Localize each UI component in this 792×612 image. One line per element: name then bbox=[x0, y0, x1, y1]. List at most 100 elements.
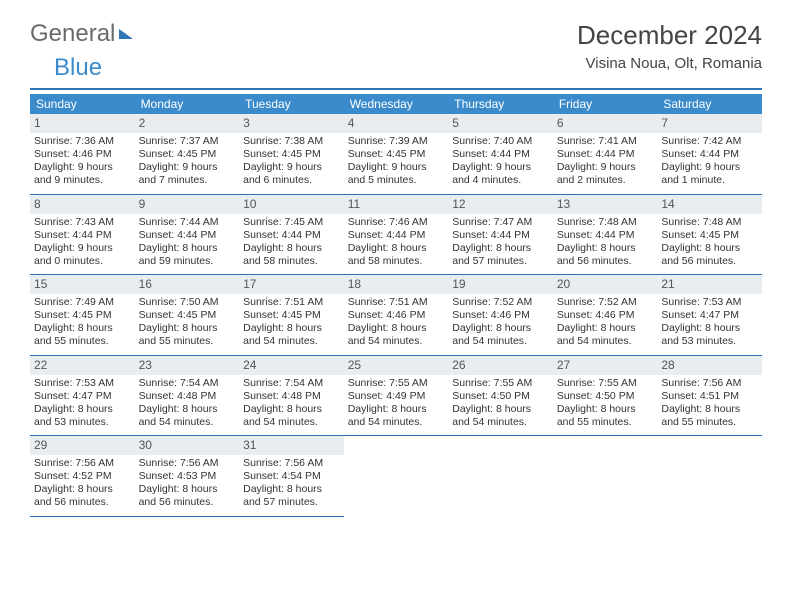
day-number: 21 bbox=[657, 275, 762, 294]
daylight-line-1: Daylight: 8 hours bbox=[557, 403, 654, 416]
calendar-cell: 7Sunrise: 7:42 AMSunset: 4:44 PMDaylight… bbox=[657, 114, 762, 195]
sunrise-line: Sunrise: 7:56 AM bbox=[243, 457, 340, 470]
sunrise-line: Sunrise: 7:41 AM bbox=[557, 135, 654, 148]
sunrise-line: Sunrise: 7:52 AM bbox=[452, 296, 549, 309]
daylight-line-1: Daylight: 9 hours bbox=[452, 161, 549, 174]
sunrise-line: Sunrise: 7:38 AM bbox=[243, 135, 340, 148]
daylight-line-2: and 54 minutes. bbox=[139, 416, 236, 429]
sunrise-line: Sunrise: 7:39 AM bbox=[348, 135, 445, 148]
day-number: 4 bbox=[344, 114, 449, 133]
calendar-cell: 13Sunrise: 7:48 AMSunset: 4:44 PMDayligh… bbox=[553, 195, 658, 276]
daylight-line-1: Daylight: 8 hours bbox=[452, 242, 549, 255]
daylight-line-2: and 4 minutes. bbox=[452, 174, 549, 187]
day-number: 11 bbox=[344, 195, 449, 214]
sunset-line: Sunset: 4:47 PM bbox=[661, 309, 758, 322]
weekday-header: Tuesday bbox=[239, 94, 344, 114]
calendar-cell: 11Sunrise: 7:46 AMSunset: 4:44 PMDayligh… bbox=[344, 195, 449, 276]
daylight-line-1: Daylight: 9 hours bbox=[139, 161, 236, 174]
daylight-line-1: Daylight: 8 hours bbox=[34, 322, 131, 335]
daylight-line-2: and 56 minutes. bbox=[139, 496, 236, 509]
daylight-line-2: and 54 minutes. bbox=[243, 335, 340, 348]
sunset-line: Sunset: 4:44 PM bbox=[34, 229, 131, 242]
day-number: 22 bbox=[30, 356, 135, 375]
daylight-line-2: and 5 minutes. bbox=[348, 174, 445, 187]
sunrise-line: Sunrise: 7:48 AM bbox=[661, 216, 758, 229]
logo: General bbox=[30, 20, 133, 48]
calendar-cell: 22Sunrise: 7:53 AMSunset: 4:47 PMDayligh… bbox=[30, 356, 135, 437]
weekday-header: Thursday bbox=[448, 94, 553, 114]
calendar-cell: 5 Sunrise: 7:40 AMSunset: 4:44 PMDaylight… bbox=[448, 114, 553, 195]
sunrise-line: Sunrise: 7:44 AM bbox=[139, 216, 236, 229]
sunrise-line: Sunrise: 7:49 AM bbox=[34, 296, 131, 309]
sunrise-line: Sunrise: 7:56 AM bbox=[661, 377, 758, 390]
daylight-line-2: and 55 minutes. bbox=[557, 416, 654, 429]
daylight-line-2: and 54 minutes. bbox=[452, 416, 549, 429]
day-number: 19 bbox=[448, 275, 553, 294]
daylight-line-1: Daylight: 9 hours bbox=[34, 242, 131, 255]
sunrise-line: Sunrise: 7:51 AM bbox=[348, 296, 445, 309]
weekday-header: Monday bbox=[135, 94, 240, 114]
daylight-line-1: Daylight: 8 hours bbox=[348, 403, 445, 416]
day-number: 10 bbox=[239, 195, 344, 214]
daylight-line-1: Daylight: 9 hours bbox=[34, 161, 131, 174]
day-number: 31 bbox=[239, 436, 344, 455]
sunrise-line: Sunrise: 7:43 AM bbox=[34, 216, 131, 229]
calendar-cell: 4Sunrise: 7:39 AMSunset: 4:45 PMDaylight… bbox=[344, 114, 449, 195]
daylight-line-2: and 58 minutes. bbox=[243, 255, 340, 268]
sunrise-line: Sunrise: 7:55 AM bbox=[557, 377, 654, 390]
sunset-line: Sunset: 4:44 PM bbox=[243, 229, 340, 242]
sunset-line: Sunset: 4:44 PM bbox=[452, 148, 549, 161]
daylight-line-2: and 6 minutes. bbox=[243, 174, 340, 187]
daylight-line-1: Daylight: 8 hours bbox=[452, 403, 549, 416]
daylight-line-1: Daylight: 8 hours bbox=[34, 483, 131, 496]
daylight-line-1: Daylight: 8 hours bbox=[243, 242, 340, 255]
daylight-line-2: and 9 minutes. bbox=[34, 174, 131, 187]
divider bbox=[30, 88, 762, 90]
sunset-line: Sunset: 4:45 PM bbox=[139, 148, 236, 161]
sunset-line: Sunset: 4:48 PM bbox=[243, 390, 340, 403]
day-number: 25 bbox=[344, 356, 449, 375]
day-number: 3 bbox=[239, 114, 344, 133]
calendar-cell: . bbox=[448, 436, 553, 517]
day-number: 17 bbox=[239, 275, 344, 294]
sunset-line: Sunset: 4:44 PM bbox=[557, 148, 654, 161]
day-number: 9 bbox=[135, 195, 240, 214]
daylight-line-1: Daylight: 9 hours bbox=[557, 161, 654, 174]
sunrise-line: Sunrise: 7:48 AM bbox=[557, 216, 654, 229]
sunrise-line: Sunrise: 7:53 AM bbox=[34, 377, 131, 390]
day-number: 26 bbox=[448, 356, 553, 375]
calendar-cell: 23Sunrise: 7:54 AMSunset: 4:48 PMDayligh… bbox=[135, 356, 240, 437]
day-number: 5 bbox=[448, 114, 553, 133]
sunrise-line: Sunrise: 7:40 AM bbox=[452, 135, 549, 148]
sunset-line: Sunset: 4:46 PM bbox=[452, 309, 549, 322]
daylight-line-2: and 56 minutes. bbox=[34, 496, 131, 509]
sunrise-line: Sunrise: 7:55 AM bbox=[348, 377, 445, 390]
sunrise-line: Sunrise: 7:55 AM bbox=[452, 377, 549, 390]
daylight-line-2: and 2 minutes. bbox=[557, 174, 654, 187]
sunset-line: Sunset: 4:50 PM bbox=[452, 390, 549, 403]
daylight-line-2: and 0 minutes. bbox=[34, 255, 131, 268]
day-number: 29 bbox=[30, 436, 135, 455]
daylight-line-1: Daylight: 8 hours bbox=[243, 322, 340, 335]
day-number: 2 bbox=[135, 114, 240, 133]
calendar-cell: 24Sunrise: 7:54 AMSunset: 4:48 PMDayligh… bbox=[239, 356, 344, 437]
day-number: 16 bbox=[135, 275, 240, 294]
sunrise-line: Sunrise: 7:37 AM bbox=[139, 135, 236, 148]
daylight-line-2: and 55 minutes. bbox=[34, 335, 131, 348]
daylight-line-2: and 55 minutes. bbox=[661, 416, 758, 429]
day-number: 8 bbox=[30, 195, 135, 214]
calendar-cell: . bbox=[553, 436, 658, 517]
daylight-line-2: and 53 minutes. bbox=[661, 335, 758, 348]
daylight-line-1: Daylight: 8 hours bbox=[139, 322, 236, 335]
sunset-line: Sunset: 4:44 PM bbox=[452, 229, 549, 242]
daylight-line-1: Daylight: 8 hours bbox=[348, 242, 445, 255]
calendar-cell: 18Sunrise: 7:51 AMSunset: 4:46 PMDayligh… bbox=[344, 275, 449, 356]
sunrise-line: Sunrise: 7:56 AM bbox=[34, 457, 131, 470]
daylight-line-2: and 54 minutes. bbox=[557, 335, 654, 348]
sunset-line: Sunset: 4:48 PM bbox=[139, 390, 236, 403]
sunrise-line: Sunrise: 7:54 AM bbox=[243, 377, 340, 390]
daylight-line-1: Daylight: 8 hours bbox=[139, 242, 236, 255]
calendar-cell: 27Sunrise: 7:55 AMSunset: 4:50 PMDayligh… bbox=[553, 356, 658, 437]
calendar-cell: 20Sunrise: 7:52 AMSunset: 4:46 PMDayligh… bbox=[553, 275, 658, 356]
daylight-line-2: and 53 minutes. bbox=[34, 416, 131, 429]
